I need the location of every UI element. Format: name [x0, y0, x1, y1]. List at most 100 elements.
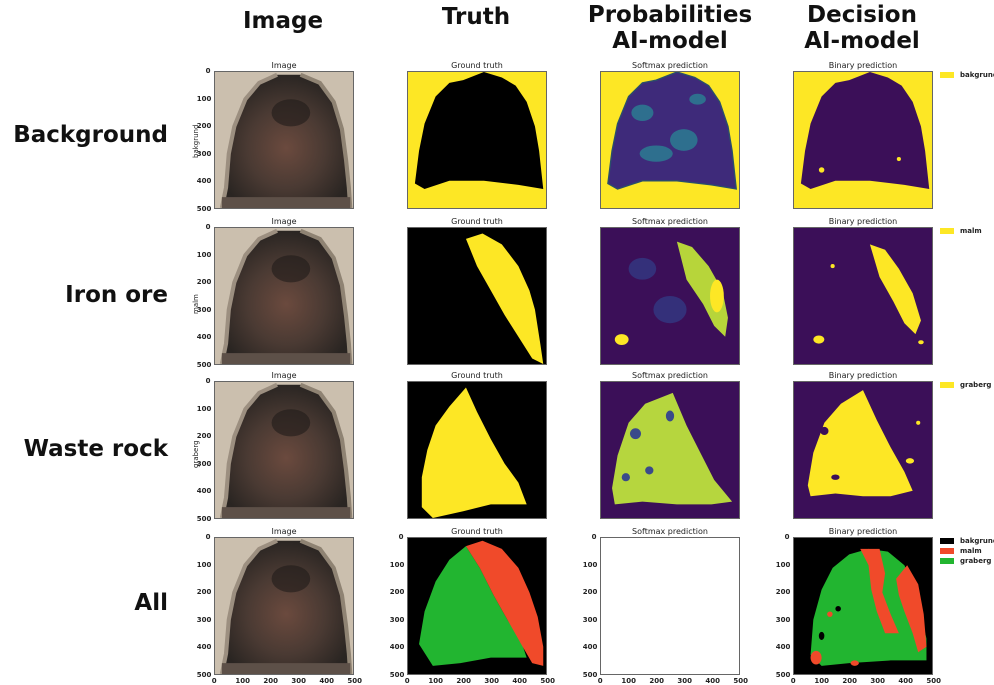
- legend: graberg: [940, 380, 991, 390]
- panel-title: Softmax prediction: [632, 527, 708, 536]
- y-tick-label: 200: [196, 122, 212, 131]
- panel-title: Softmax prediction: [632, 61, 708, 70]
- x-tick-label: 300: [291, 677, 307, 685]
- panel-canvas: [408, 538, 546, 674]
- x-tick-label: 0: [790, 677, 796, 685]
- y-tick-label: 300: [389, 615, 405, 624]
- panel-ground-truth: [407, 381, 547, 519]
- x-tick-label: 100: [428, 677, 444, 685]
- row-header-waste-rock: Waste rock: [23, 436, 168, 462]
- legend-swatch: [940, 558, 954, 564]
- panel-canvas: [215, 228, 353, 364]
- y-tick-label: 0: [398, 533, 404, 541]
- panel-canvas: [408, 72, 546, 208]
- legend-label: graberg: [960, 557, 992, 565]
- y-tick-label: 500: [582, 671, 598, 679]
- panel-softmax-prediction: [600, 227, 740, 365]
- y-tick-label: 300: [196, 305, 212, 314]
- x-tick-label: 400: [319, 677, 335, 685]
- x-tick-label: 200: [263, 677, 279, 685]
- x-tick-label: 200: [842, 677, 858, 685]
- x-tick-label: 400: [512, 677, 528, 685]
- column-header-truth: Truth: [441, 4, 511, 30]
- y-tick-label: 100: [196, 404, 212, 413]
- legend-label: bakgrund: [960, 71, 994, 79]
- y-tick-label: 100: [196, 250, 212, 259]
- y-tick-label: 200: [775, 588, 791, 597]
- panel-canvas: [794, 72, 932, 208]
- panel-title: Image: [271, 217, 297, 226]
- y-tick-label: 200: [196, 278, 212, 287]
- y-tick-label: 400: [582, 643, 598, 652]
- panel-canvas: [408, 228, 546, 364]
- y-tick-label: 100: [775, 560, 791, 569]
- x-tick-label: 100: [235, 677, 251, 685]
- x-tick-label: 300: [484, 677, 500, 685]
- legend-item: bakgrund: [940, 70, 994, 80]
- panel-canvas: [215, 72, 353, 208]
- panel-canvas: [215, 382, 353, 518]
- panel-title: Softmax prediction: [632, 217, 708, 226]
- x-tick-label: 500: [926, 677, 942, 685]
- panel-canvas: [794, 228, 932, 364]
- x-tick-label: 200: [456, 677, 472, 685]
- x-tick-label: 300: [870, 677, 886, 685]
- y-tick-label: 400: [196, 643, 212, 652]
- row-header-all: All: [134, 590, 168, 616]
- panel-title: Ground truth: [451, 217, 503, 226]
- y-tick-label: 400: [196, 487, 212, 496]
- x-tick-label: 500: [540, 677, 556, 685]
- panel-title: Image: [271, 527, 297, 536]
- panel-title: Softmax prediction: [632, 371, 708, 380]
- y-tick-label: 200: [196, 432, 212, 441]
- panel-title: Binary prediction: [828, 217, 898, 226]
- panel-title: Binary prediction: [828, 371, 898, 380]
- panel-title: Image: [271, 371, 297, 380]
- panel-canvas: [215, 538, 353, 674]
- column-header-decision: Decision AI-model: [804, 2, 920, 54]
- panel-title: Image: [271, 61, 297, 70]
- x-tick-label: 0: [211, 677, 217, 685]
- y-tick-label: 400: [775, 643, 791, 652]
- panel-softmax-prediction: [600, 537, 740, 675]
- legend-label: bakgrund: [960, 537, 994, 545]
- y-tick-label: 500: [196, 361, 212, 369]
- y-tick-label: 400: [196, 177, 212, 186]
- row-header-iron-ore: Iron ore: [65, 282, 168, 308]
- panel-image: [214, 227, 354, 365]
- panel-ground-truth: [407, 71, 547, 209]
- legend: malm: [940, 226, 982, 236]
- x-tick-label: 0: [404, 677, 410, 685]
- x-tick-label: 0: [597, 677, 603, 685]
- y-tick-label: 0: [591, 533, 597, 541]
- panel-title: Ground truth: [451, 61, 503, 70]
- panel-title: Binary prediction: [828, 61, 898, 70]
- y-axis-label: graberg: [192, 440, 200, 468]
- y-tick-label: 0: [784, 533, 790, 541]
- panel-binary-prediction: [793, 381, 933, 519]
- legend-label: malm: [960, 227, 982, 235]
- y-tick-label: 500: [775, 671, 791, 679]
- legend-item: malm: [940, 546, 994, 556]
- x-tick-label: 300: [677, 677, 693, 685]
- panel-binary-prediction: [793, 227, 933, 365]
- y-tick-label: 500: [196, 205, 212, 213]
- panel-canvas: [794, 382, 932, 518]
- y-tick-label: 100: [582, 560, 598, 569]
- y-tick-label: 200: [582, 588, 598, 597]
- column-header-probabilities: Probabilities AI-model: [587, 2, 753, 54]
- panel-canvas: [408, 382, 546, 518]
- y-tick-label: 300: [196, 149, 212, 158]
- panel-image: [214, 381, 354, 519]
- x-tick-label: 400: [898, 677, 914, 685]
- y-tick-label: 0: [205, 67, 211, 75]
- y-tick-label: 0: [205, 533, 211, 541]
- x-tick-label: 500: [347, 677, 363, 685]
- panel-image: [214, 71, 354, 209]
- panel-ground-truth: [407, 227, 547, 365]
- y-tick-label: 300: [196, 615, 212, 624]
- legend-swatch: [940, 382, 954, 388]
- legend-swatch: [940, 548, 954, 554]
- legend-item: graberg: [940, 380, 991, 390]
- panel-canvas: [794, 538, 932, 674]
